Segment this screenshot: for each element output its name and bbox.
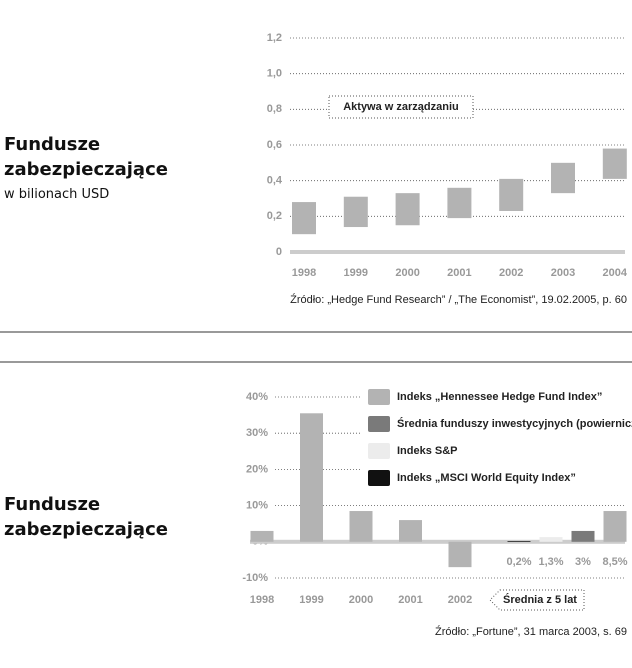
range-bar <box>551 162 575 194</box>
x-tick-label: 1998 <box>250 594 274 606</box>
annotation-box <box>328 95 474 119</box>
legend-label: Średnia funduszy inwestycyjnych (powiern… <box>397 417 632 430</box>
y-tick-label: 0 <box>276 246 282 258</box>
y-tick-label: 1,2 <box>267 32 282 44</box>
bar <box>250 530 274 542</box>
value-label: 0,2% <box>506 556 531 568</box>
x-tick-label: 2002 <box>499 267 523 279</box>
x-tick-label: 2002 <box>448 594 472 606</box>
y-tick-label: 0,8 <box>267 103 282 115</box>
x-tick-label: 1999 <box>299 594 323 606</box>
source: Źródło: „Hedge Fund Research” / „The Eco… <box>290 293 627 306</box>
x-tick-label: 2001 <box>447 267 471 279</box>
baseline <box>290 250 625 254</box>
x-tick-label: 1999 <box>344 267 368 279</box>
range-bar <box>343 196 368 228</box>
range-bar <box>602 148 627 179</box>
bar <box>300 413 323 542</box>
annotation: Aktywa w zarządzaniu <box>343 101 459 113</box>
legend-label: Indeks S&P <box>397 445 458 457</box>
range-bar <box>395 193 420 226</box>
value-label: 8,5% <box>602 556 627 568</box>
chart-1: 0 0,2 0,4 0,6 0,8 1,0 1,2 1998 1999 2000 2001 2002 2… <box>267 32 628 306</box>
baseline <box>250 539 625 544</box>
bar <box>349 511 373 542</box>
y-tick-label: 0,2 <box>267 210 282 222</box>
x-tick-label: 2001 <box>398 594 422 606</box>
legend-swatch <box>368 389 390 405</box>
y-tick-label: 20% <box>246 463 268 475</box>
y-tick-label: 30% <box>246 427 268 439</box>
section-title: Fundusze zabezpieczające <box>4 134 168 180</box>
section-subtitle: w bilionach USD <box>4 187 110 202</box>
legend-swatch <box>368 443 390 459</box>
annotation-box <box>489 589 585 611</box>
legend-label: Indeks „Hennessee Hedge Fund Index” <box>397 391 602 403</box>
legend-bg <box>362 386 632 490</box>
y-tick-label: 1,0 <box>267 68 282 80</box>
bar <box>399 520 422 542</box>
x-tick-label: 1998 <box>292 267 316 279</box>
y-tick-label: -10% <box>242 572 268 584</box>
y-tick-label: 10% <box>246 500 268 512</box>
legend-swatch <box>368 416 390 432</box>
chart-2: -10%0%10%20%30%40%19981999200020012002Źr… <box>242 386 632 638</box>
range-bar <box>447 187 472 219</box>
x-tick-label: 2000 <box>349 594 373 606</box>
section-title: Fundusze zabezpieczające <box>4 494 168 540</box>
annotation: Średnia z 5 lat <box>503 593 577 606</box>
value-label: 3% <box>575 556 591 568</box>
legend-label: Indeks „MSCI World Equity Index” <box>397 472 576 484</box>
y-tick-label: 0,4 <box>267 175 283 187</box>
value-label: 1,3% <box>538 556 563 568</box>
bar <box>448 541 472 568</box>
range-bar <box>499 178 524 211</box>
y-tick-label: 40% <box>246 391 268 403</box>
range-bar <box>292 202 316 235</box>
legend-swatch <box>368 470 390 486</box>
x-tick-label: 2000 <box>395 267 419 279</box>
y-tick-label: 0,6 <box>267 139 282 151</box>
bar <box>539 537 563 542</box>
bar <box>571 530 595 542</box>
source: Źródło: „Fortune”, 31 marca 2003, s. 69 <box>435 625 627 638</box>
bar <box>603 511 627 542</box>
x-tick-label: 2003 <box>551 267 575 279</box>
x-tick-label: 2004 <box>603 267 628 279</box>
bar <box>507 541 531 542</box>
